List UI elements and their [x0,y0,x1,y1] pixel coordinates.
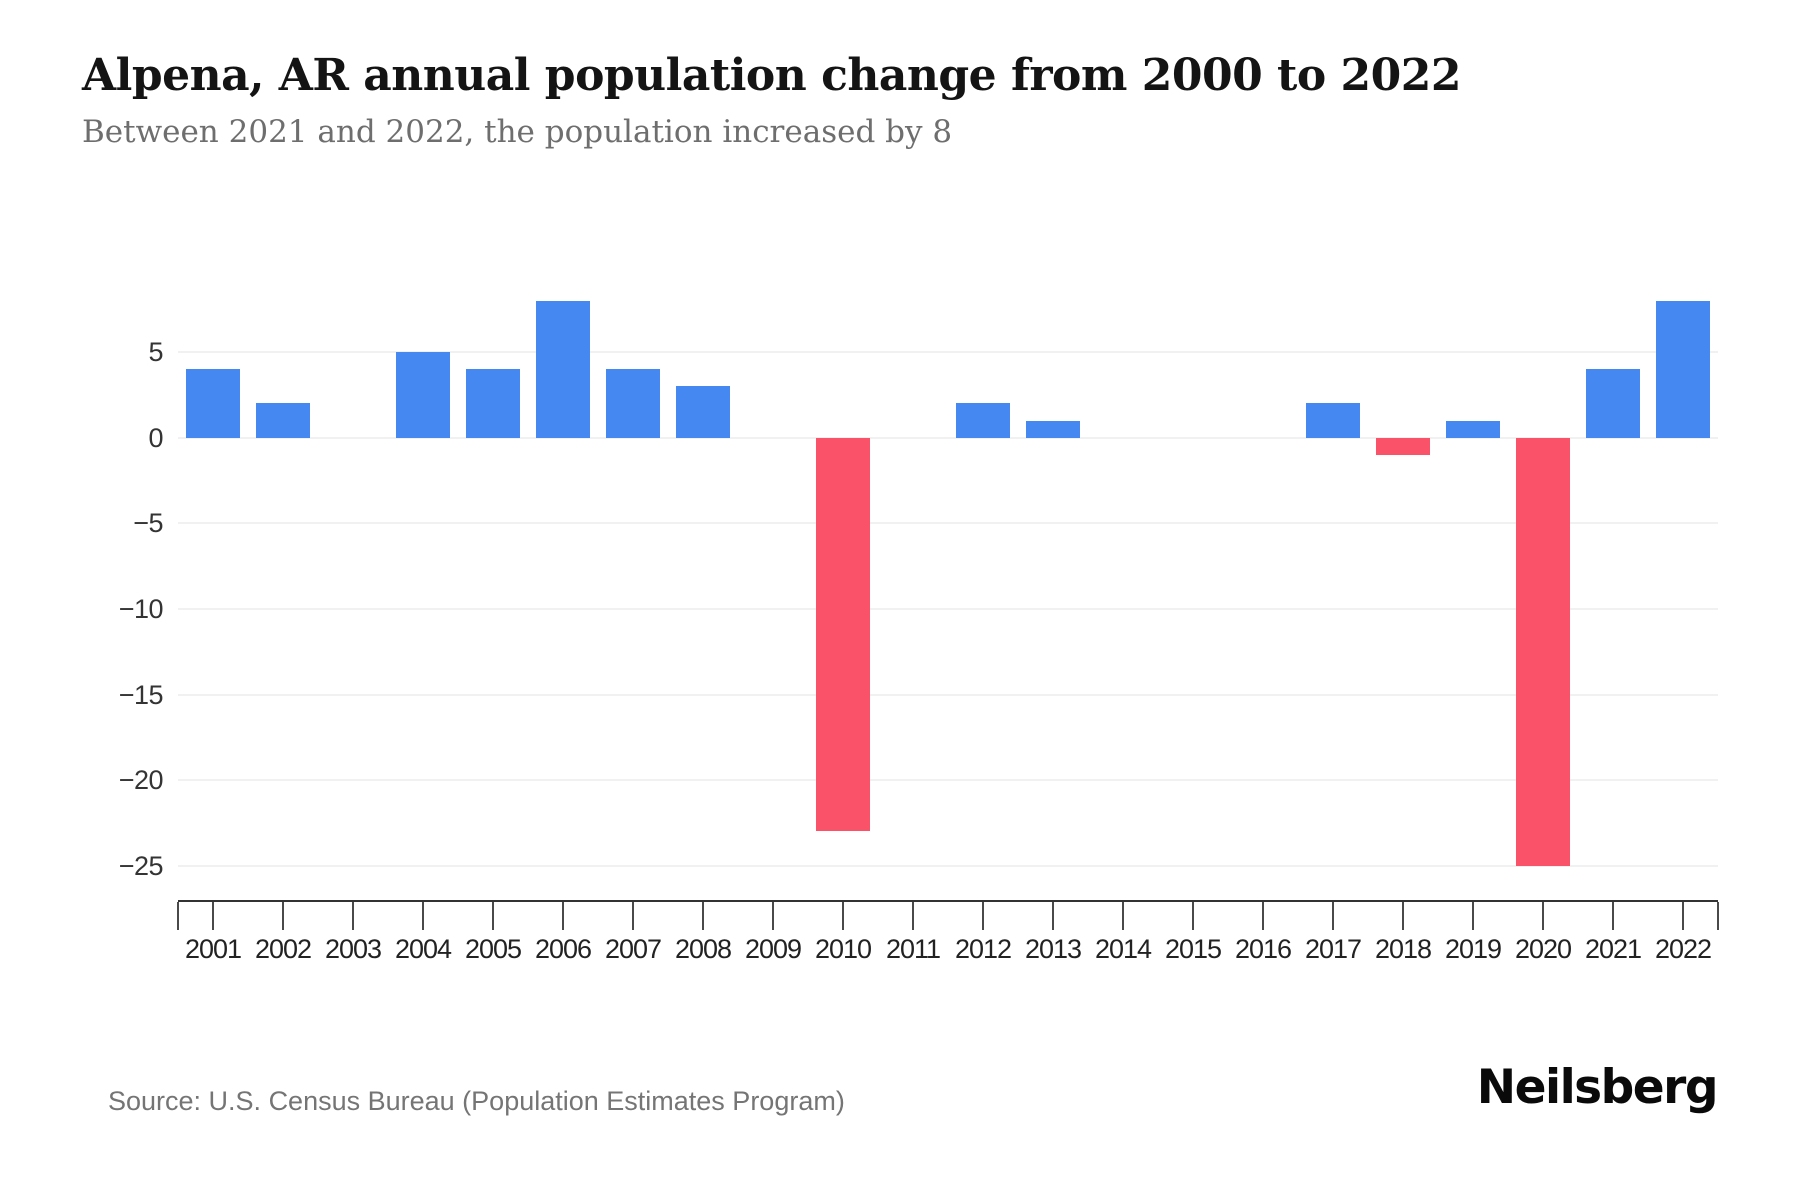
x-axis-tick [1472,902,1474,930]
x-axis-label: 2016 [1234,934,1292,964]
x-axis-tick [1402,902,1404,930]
gridline [178,693,1718,696]
gridline [178,779,1718,782]
gridline [178,436,1718,439]
chart-bar[interactable] [1656,300,1710,438]
x-axis-label: 2010 [814,934,872,964]
gridline [178,607,1718,610]
chart-bar[interactable] [1376,437,1430,455]
chart-bar[interactable] [466,369,520,438]
x-axis-label: 2019 [1444,934,1502,964]
x-axis-tick [1052,902,1054,930]
y-axis-label: −15 [118,679,164,710]
chart-bar[interactable] [1516,437,1570,866]
x-axis-label: 2012 [954,934,1012,964]
x-axis-tick [1542,902,1544,930]
chart-bar[interactable] [1026,420,1080,438]
y-axis-label: −5 [133,508,163,539]
chart-bar[interactable] [816,437,870,832]
x-axis-label: 2013 [1024,934,1082,964]
x-axis-label: 2020 [1514,934,1572,964]
brand-logo: Neilsberg [1476,1060,1719,1115]
x-axis-label: 2007 [604,934,662,964]
x-axis-tick [632,902,634,930]
chart-bar[interactable] [676,386,730,438]
x-axis-tick [842,902,844,930]
chart-subtitle: Between 2021 and 2022, the population in… [82,114,953,150]
chart-bar[interactable] [256,403,310,438]
chart-bar[interactable] [1306,403,1360,438]
x-axis-tick [1717,902,1719,930]
x-axis-tick [562,902,564,930]
x-axis-label: 2002 [254,934,312,964]
x-axis-tick [1612,902,1614,930]
x-axis-label: 2011 [885,934,941,964]
chart-bar[interactable] [396,352,450,438]
x-axis-tick [1332,902,1334,930]
x-axis-tick [177,902,179,930]
gridline [178,522,1718,525]
x-axis-label: 2008 [674,934,732,964]
y-axis-label: −25 [118,850,164,881]
y-axis-label: 5 [148,337,163,368]
x-axis-label: 2006 [534,934,592,964]
x-axis-tick [422,902,424,930]
chart-bar[interactable] [1586,369,1640,438]
x-axis-tick [1682,902,1684,930]
x-axis-label: 2022 [1654,934,1712,964]
x-axis-tick [352,902,354,930]
x-axis-tick [912,902,914,930]
x-axis-tick [282,902,284,930]
x-axis-label: 2004 [394,934,452,964]
chart-bar[interactable] [606,369,660,438]
x-axis-tick [1192,902,1194,930]
source-note: Source: U.S. Census Bureau (Population E… [108,1086,845,1116]
y-axis-label: 0 [148,422,163,453]
x-axis-tick [1262,902,1264,930]
x-axis-label: 2009 [744,934,802,964]
y-axis-label: −10 [118,593,164,624]
x-axis-tick [492,902,494,930]
x-axis-label: 2014 [1094,934,1152,964]
gridline [178,351,1718,354]
x-axis-tick [772,902,774,930]
chart-bar[interactable] [956,403,1010,438]
x-axis-tick [1122,902,1124,930]
y-axis-label: −20 [118,765,164,796]
x-axis-label: 2017 [1304,934,1362,964]
x-axis-label: 2021 [1584,934,1642,964]
chart-bar[interactable] [186,369,240,438]
x-axis-label: 2015 [1164,934,1222,964]
x-axis-line [178,900,1718,902]
x-axis-label: 2018 [1374,934,1432,964]
x-axis-label: 2005 [464,934,522,964]
x-axis-tick [702,902,704,930]
x-axis-label: 2003 [324,934,382,964]
gridline [178,864,1718,867]
x-axis-tick [982,902,984,930]
chart-plot-area: 5 0 −5 −10 −15 −20 −25 2001 2002 2003 2004 2005 2006… [119,275,1719,964]
x-axis-label: 2001 [184,934,242,964]
chart-title: Alpena, AR annual population change from… [82,50,1462,101]
chart-bar[interactable] [1446,420,1500,438]
chart-bar[interactable] [536,300,590,438]
x-axis-tick [212,902,214,930]
